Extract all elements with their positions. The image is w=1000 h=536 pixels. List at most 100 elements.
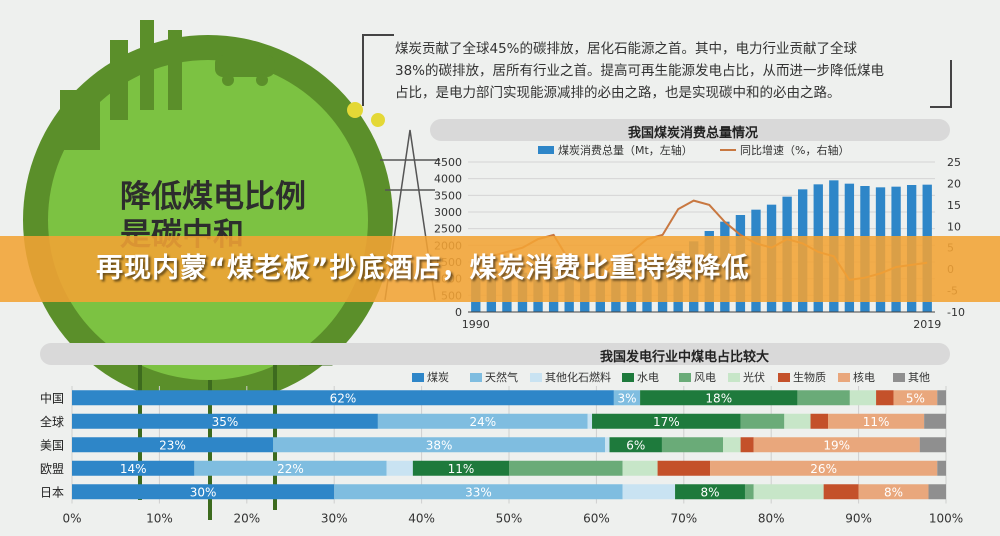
y-tick-left: 3000	[434, 206, 462, 219]
segment	[744, 484, 754, 500]
legend-swatch	[778, 373, 790, 382]
legend-label: 核电	[853, 370, 875, 384]
legend-swatch	[412, 373, 424, 382]
car-icon	[215, 55, 275, 86]
legend-swatch-coal	[538, 146, 554, 154]
x-tick: 90%	[845, 512, 872, 526]
quote-line: 占比，是电力部门实现能源减排的必由之路，也是实现碳中和的必由之路。	[395, 85, 841, 101]
chart1-title-bar	[430, 119, 950, 141]
segment	[784, 413, 811, 429]
x-tick: 40%	[408, 512, 435, 526]
segment	[72, 390, 614, 406]
legend-label: 风电	[694, 371, 716, 384]
legend-label: 生物质	[793, 370, 826, 384]
headline-banner	[0, 236, 1000, 302]
segment	[723, 437, 741, 453]
legend-label: 水电	[637, 371, 659, 384]
data-label: 62%	[330, 391, 357, 405]
legend-swatch	[728, 373, 740, 382]
quote-line: 煤炭贡献了全球45%的碳排放，居化石能源之首。其中，电力行业贡献了全球	[395, 41, 858, 57]
y-tick-right: 20	[947, 177, 961, 190]
segment	[753, 484, 824, 500]
segment	[592, 413, 741, 429]
data-label: 24%	[469, 415, 496, 429]
segment	[893, 390, 938, 406]
legend-label: 光伏	[743, 370, 765, 384]
data-label: 5%	[906, 391, 925, 405]
segment	[412, 460, 509, 476]
data-label: 14%	[120, 462, 147, 476]
sun-flower-icon	[347, 102, 385, 127]
legend-swatch	[838, 373, 850, 382]
segment	[613, 390, 641, 406]
x-tick: 20%	[233, 512, 260, 526]
x-tick: 50%	[496, 512, 523, 526]
legend-swatch	[893, 373, 905, 382]
legend-label-coal: 煤炭消费总量（Mt，左轴）	[558, 143, 693, 157]
quote-bracket-open	[362, 34, 394, 106]
power-mix-chart: 煤炭 天然气 其他化石燃料 水电 风电 光伏 生物质 核电 其他 0% 10% 20% 30% 40% 50…	[40, 370, 963, 526]
segment	[675, 484, 745, 500]
segment	[937, 460, 946, 476]
segment	[605, 437, 610, 453]
poster-title-line1: 降低煤电比例	[120, 179, 306, 215]
quote-line: 38%的碳排放，居所有行业之首。提高可再生能源发电占比，从而进一步降低煤电	[395, 63, 885, 79]
factory-icon	[60, 20, 182, 150]
segment	[509, 460, 623, 476]
segment	[334, 484, 623, 500]
segment	[273, 437, 606, 453]
y-tick-right: -10	[947, 306, 965, 319]
segment	[72, 460, 195, 476]
x-tick: 30%	[321, 512, 348, 526]
y-tick-left: 0	[455, 306, 462, 319]
data-label: 3%	[617, 391, 636, 405]
segment	[710, 460, 938, 476]
data-label: 38%	[426, 438, 453, 452]
segment	[194, 460, 387, 476]
segment	[622, 484, 676, 500]
data-label: 22%	[277, 462, 304, 476]
legend-swatch	[470, 373, 482, 382]
headline: 再现内蒙“煤老板”抄底酒店，煤炭消费比重持续降低	[96, 253, 750, 284]
chart2-title: 我国发电行业中煤电占比较大	[600, 350, 770, 365]
segment	[919, 437, 946, 453]
segment	[740, 413, 785, 429]
segment	[661, 437, 724, 453]
data-label: 19%	[823, 438, 850, 452]
y-tick-left: 2500	[434, 223, 462, 236]
data-label: 18%	[705, 391, 732, 405]
segment	[924, 413, 946, 429]
data-label: 8%	[700, 485, 719, 499]
x-tick: 10%	[146, 512, 173, 526]
y-tick-left: 3500	[434, 189, 462, 202]
segment	[386, 460, 413, 476]
legend-label: 其他化石燃料	[545, 370, 611, 384]
x-tick: 0%	[62, 512, 81, 526]
legend-label: 其他	[908, 371, 930, 384]
legend-swatch	[679, 373, 691, 382]
x-tick: 80%	[758, 512, 785, 526]
x-tick: 60%	[583, 512, 610, 526]
legend-swatch	[622, 373, 634, 382]
data-label: 33%	[465, 485, 492, 499]
segment	[657, 460, 711, 476]
segment	[377, 413, 588, 429]
x-tick: 100%	[929, 512, 963, 526]
legend-label: 天然气	[485, 370, 518, 384]
quote-text: 煤炭贡献了全球45%的碳排放，居化石能源之首。其中，电力行业贡献了全球 38%的…	[395, 38, 955, 104]
data-label: 11%	[863, 415, 890, 429]
data-label: 26%	[810, 462, 837, 476]
data-label: 30%	[190, 485, 217, 499]
y-tick-right: 10	[947, 220, 961, 233]
category-label: 日本	[40, 485, 64, 499]
data-label: 6%	[626, 438, 645, 452]
y-tick-left: 4500	[434, 156, 462, 169]
x-tick: 2019	[913, 318, 941, 331]
segment	[609, 437, 662, 453]
data-label: 23%	[159, 438, 186, 452]
segment	[810, 413, 829, 429]
legend-label-growth: 同比增速（%，右轴）	[740, 143, 849, 157]
data-label: 8%	[884, 485, 903, 499]
segment	[823, 484, 859, 500]
